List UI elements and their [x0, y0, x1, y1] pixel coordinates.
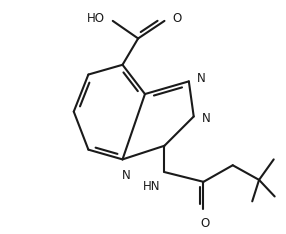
Text: O: O [172, 12, 182, 26]
Text: N: N [202, 112, 210, 125]
Text: HN: HN [143, 180, 160, 193]
Text: HO: HO [87, 12, 105, 26]
Text: N: N [122, 169, 131, 182]
Text: N: N [197, 72, 205, 85]
Text: O: O [201, 217, 210, 230]
